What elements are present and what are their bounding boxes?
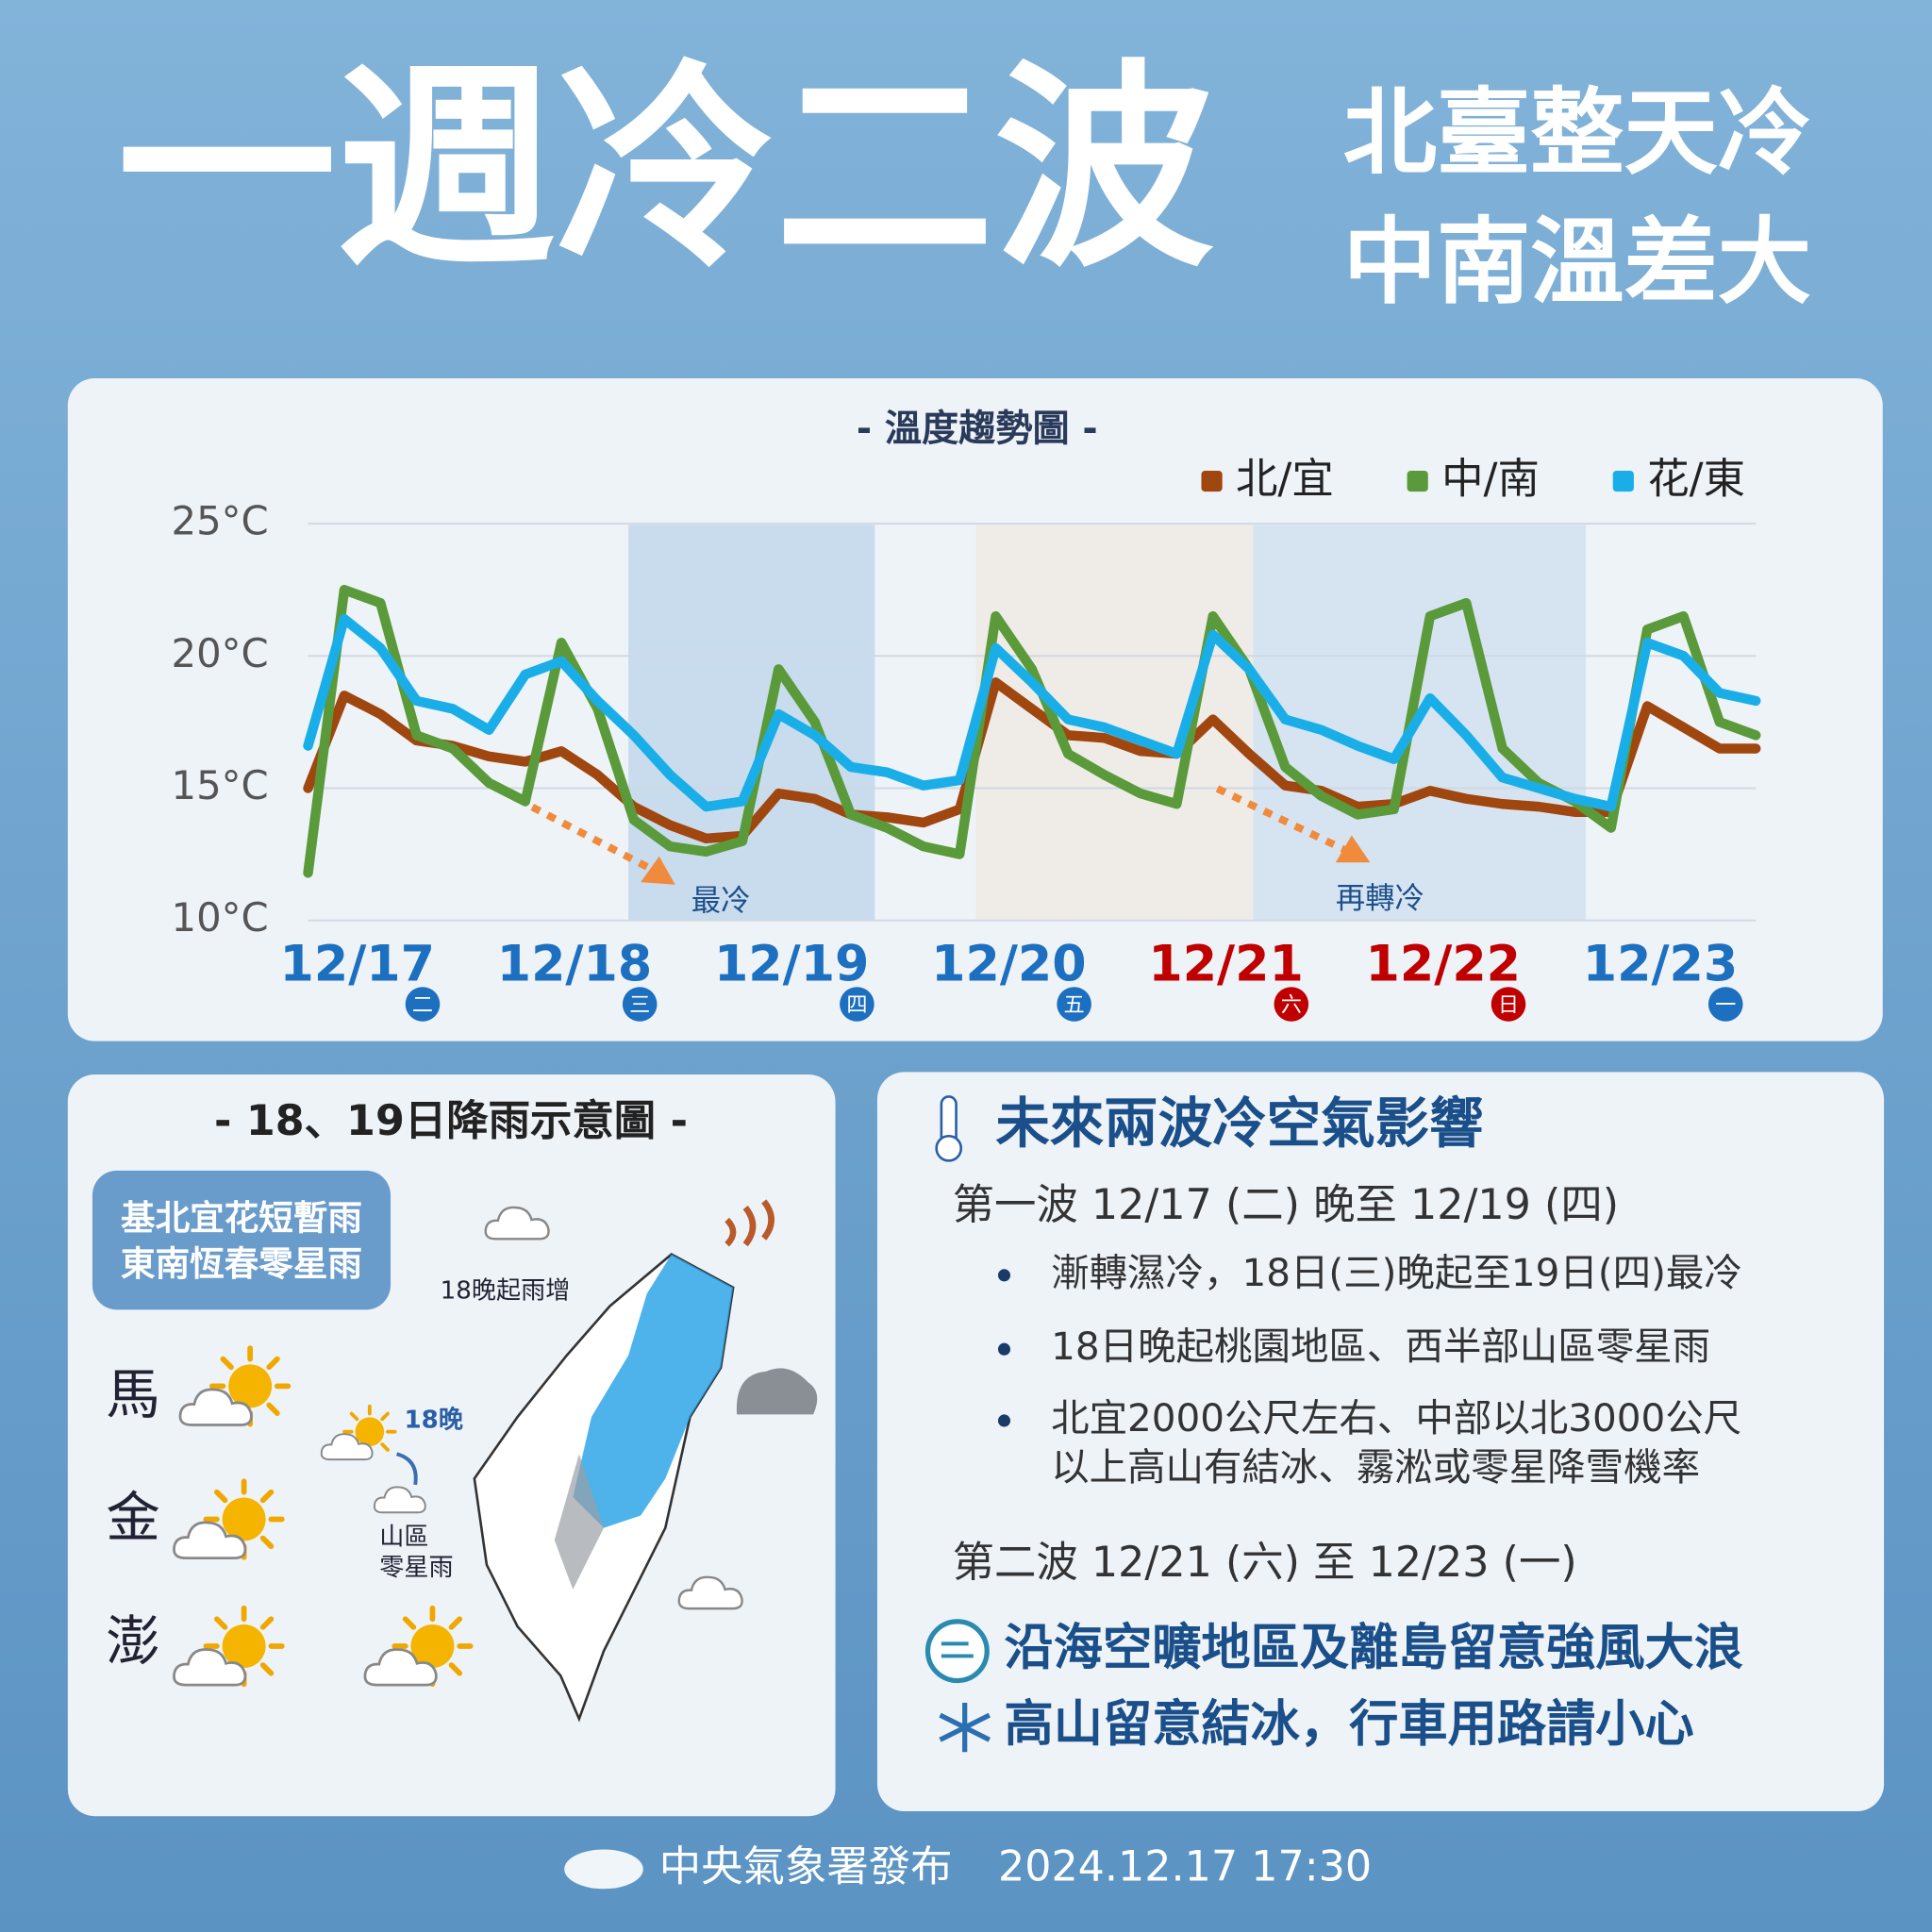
y-tick-label: 20°C xyxy=(172,630,269,676)
publish-time: 2024.12.17 17:30 xyxy=(998,1842,1372,1890)
snow-icon xyxy=(939,1703,991,1753)
bullet xyxy=(997,1342,1011,1356)
legend-label: 花/東 xyxy=(1647,456,1745,504)
x-tick-label: 12/20 xyxy=(931,936,1086,992)
rain-box-line: 基北宜花短暫雨 xyxy=(121,1198,362,1239)
wave-heading: 第一波 12/17 (二) 晚至 12/19 (四) xyxy=(953,1181,1619,1229)
x-tick-label: 12/22 xyxy=(1366,936,1521,992)
thermometer-icon xyxy=(935,1134,963,1162)
x-tick-label: 12/23 xyxy=(1583,936,1738,992)
rain-area xyxy=(573,1254,734,1528)
series-line xyxy=(303,677,1761,844)
cold-band xyxy=(628,525,875,921)
weekday-label: 四 xyxy=(846,992,867,1017)
curve-arrow xyxy=(395,1452,418,1486)
bullet-text: 18日晚起桃園地區、西半部山區零星雨 xyxy=(1051,1324,1710,1369)
arrow-head xyxy=(1335,835,1371,863)
publisher: 中央氣象署發布 xyxy=(659,1842,953,1890)
series-line xyxy=(303,585,1761,878)
logo xyxy=(564,1849,643,1890)
legend-swatch xyxy=(1612,470,1634,492)
x-tick-label: 12/21 xyxy=(1148,936,1303,992)
weekday-badge xyxy=(1707,987,1743,1022)
x-tick-label: 12/19 xyxy=(714,936,869,992)
arrow-head xyxy=(641,856,675,885)
wind-icon xyxy=(724,1199,774,1247)
weekday-badge xyxy=(405,987,441,1022)
legend-label: 北/宜 xyxy=(1236,456,1334,504)
rain-box xyxy=(92,1170,391,1310)
weekday-label: 二 xyxy=(412,992,433,1017)
main-title: 一週冷二波 xyxy=(117,41,1214,296)
annotation: 再轉冷 xyxy=(1336,881,1424,915)
rain-title: - 18、19日降雨示意圖 - xyxy=(214,1097,688,1145)
weekday-label: 一 xyxy=(1715,992,1736,1017)
map-label: 零星雨 xyxy=(379,1554,453,1582)
wind-alert-icon xyxy=(924,1619,990,1684)
alert-text: 沿海空曠地區及離島留意強風大浪 xyxy=(1004,1620,1743,1676)
wave-heading: 第二波 12/21 (六) 至 12/23 (一) xyxy=(953,1539,1577,1587)
x-tick-label: 12/17 xyxy=(280,936,435,992)
map-label: 18晚起雨增 xyxy=(441,1276,571,1305)
chart-title: - 溫度趨勢圖 - xyxy=(857,408,1098,451)
trend-arrows xyxy=(530,785,1347,873)
wind-alert-icon xyxy=(941,1641,974,1658)
y-tick-label: 10°C xyxy=(172,894,269,941)
y-tick-label: 15°C xyxy=(172,762,269,808)
rain-area xyxy=(554,1454,604,1590)
weekday-badge xyxy=(1274,987,1309,1022)
x-tick-label: 12/18 xyxy=(497,936,652,992)
bullet-text: 以上高山有結冰、霧淞或零星降雪機率 xyxy=(1051,1444,1700,1490)
subtitle-line: 中南溫差大 xyxy=(1343,208,1811,317)
legend-label: 中/南 xyxy=(1441,456,1540,504)
legend-swatch xyxy=(1407,470,1428,492)
bullet-text: 漸轉濕冷，18日(三)晚起至19日(四)最冷 xyxy=(1051,1250,1742,1295)
alert-text: 高山留意結冰，行車用路請小心 xyxy=(1004,1696,1693,1753)
info-panel xyxy=(876,1072,1885,1811)
y-tick-label: 25°C xyxy=(172,498,269,544)
series-line xyxy=(303,613,1761,812)
info-title: 未來兩波冷空氣影響 xyxy=(995,1092,1483,1156)
bullet-text: 北宜2000公尺左右、中部以北3000公尺 xyxy=(1051,1395,1741,1441)
weekday-badge xyxy=(840,987,874,1022)
weekday-badge xyxy=(1491,987,1526,1022)
weekday-badge xyxy=(622,987,658,1022)
rain-cloud-icon xyxy=(736,1368,818,1415)
rain-box-line: 東南恆春零星雨 xyxy=(121,1243,362,1284)
chart: 10°C 15°C 20°C 25°C 北/宜 中/南 花/東 12/17二 12/18三 12/… xyxy=(172,456,1761,1022)
island-name: 馬 xyxy=(106,1363,159,1426)
annotation: 最冷 xyxy=(691,884,751,918)
subtitle-line: 北臺整天冷 xyxy=(1343,79,1811,188)
legend-swatch xyxy=(1201,470,1223,492)
weekday-badge xyxy=(1057,987,1091,1022)
bullet xyxy=(997,1269,1011,1282)
map-label: 山區 xyxy=(379,1524,428,1552)
map-label: 18晚 xyxy=(405,1406,463,1434)
bullet xyxy=(997,1414,1011,1427)
weekday-label: 日 xyxy=(1498,992,1519,1017)
weekday-label: 六 xyxy=(1281,992,1302,1017)
island-name: 澎 xyxy=(106,1609,159,1673)
weekday-label: 三 xyxy=(629,992,650,1017)
island-name: 金 xyxy=(106,1487,159,1550)
weekday-label: 五 xyxy=(1064,992,1085,1017)
